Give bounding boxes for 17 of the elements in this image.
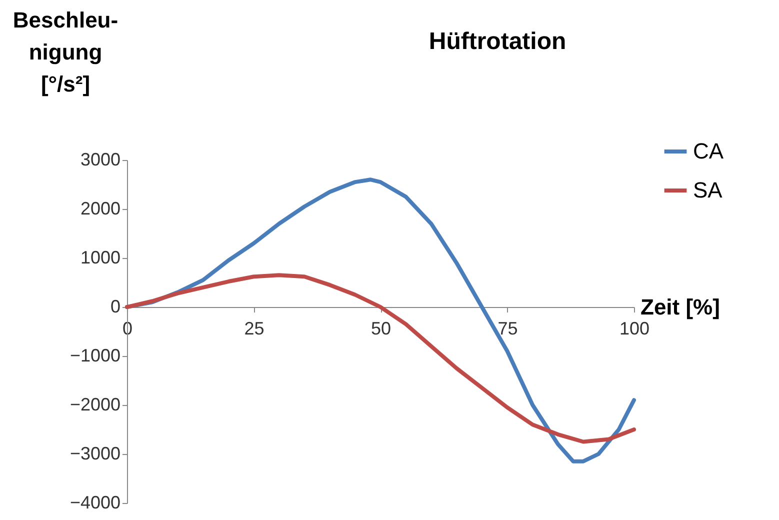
legend-label: CA xyxy=(693,138,724,164)
x-tick-label: 100 xyxy=(619,318,650,338)
chart-title: Hüftrotation xyxy=(428,28,566,55)
y-tick-label: −2000 xyxy=(70,394,120,414)
x-axis-title: Zeit [%] xyxy=(640,294,720,320)
y-tick-label: 3000 xyxy=(80,150,120,170)
y-tick-label: −4000 xyxy=(70,492,120,512)
legend-label: SA xyxy=(693,178,723,202)
y-tick-label: 1000 xyxy=(80,248,120,268)
y-tick-label: 2000 xyxy=(80,198,120,218)
x-tick-label: 75 xyxy=(498,318,518,338)
y-tick-label: 0 xyxy=(110,296,120,316)
y-axis-title: Beschleu- nigung [°/s²] xyxy=(12,8,118,96)
y-tick-label: −1000 xyxy=(70,346,120,366)
y-tick-label: −3000 xyxy=(70,444,120,464)
x-tick-label: 25 xyxy=(244,318,264,338)
x-tick-label: 50 xyxy=(370,318,392,338)
